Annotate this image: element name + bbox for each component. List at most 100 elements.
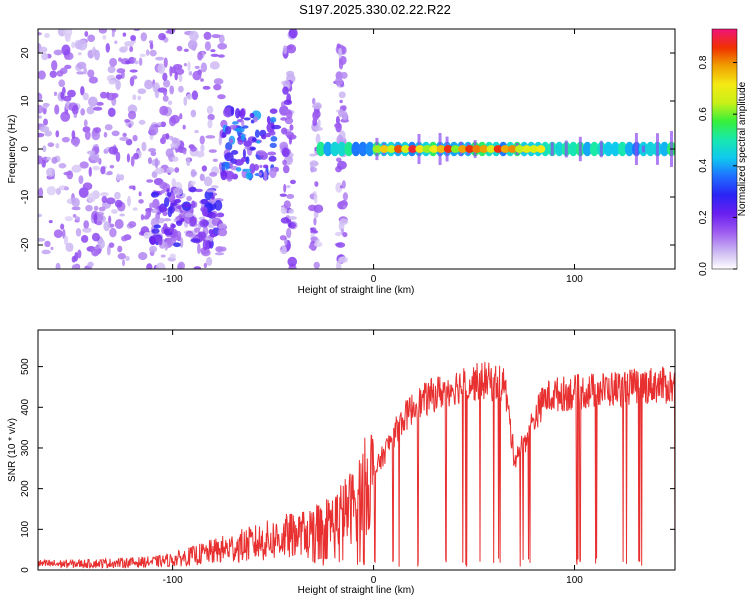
heatmap-cell [190,238,201,243]
snr-ylabel: SNR (10 * v/v) [7,418,18,482]
heatmap-cell [93,205,99,211]
heatmap-cell [55,187,62,195]
heatmap-cell [160,121,167,128]
heatmap-cell [73,113,78,118]
heatmap-cell [599,140,603,158]
heatmap-cell [114,40,118,44]
heatmap-cell [47,142,55,148]
heatmap-cell [165,30,172,34]
heatmap-cell [169,85,175,95]
heatmap-cell [39,46,48,53]
heatmap-cell [313,261,320,269]
snr-frame [37,329,676,571]
heatmap-cell [338,91,346,99]
heatmap-cell [84,31,89,37]
heatmap-cell [127,195,131,207]
heatmap-cell [217,228,228,237]
heatmap-cell [200,247,210,255]
heatmap-cell [63,235,69,246]
heatmap-cell [335,157,342,163]
heatmap-cell [84,130,91,141]
heatmap-cell [253,163,260,171]
heatmap-cell [95,157,101,163]
heatmap-cell [603,141,613,157]
heatmap-cell [93,127,102,134]
heatmap-cell [122,32,127,37]
heatmap-cell [53,91,58,96]
heatmap-cell [178,72,183,83]
heatmap-cell [109,227,117,238]
heatmap-cell [206,105,214,115]
heatmap-cell [443,145,453,153]
heatmap-cell [225,125,232,135]
heatmap-cell [204,235,214,242]
heatmap-cell [338,109,345,118]
heatmap-cell [133,152,140,160]
heatmap-cell [87,261,94,268]
heatmap-cell [163,79,171,88]
heatmap-cell [288,136,292,145]
heatmap-cell [415,145,425,153]
heatmap-cell [137,95,142,101]
heatmap-cell [182,149,187,155]
heatmap-cell [221,131,227,138]
heatmap-cell [379,145,389,153]
heatmap-cell [174,198,182,204]
heatmap-cell [209,172,218,177]
heatmap-cell [220,170,228,181]
heatmap-cell [166,192,172,197]
heatmap-cell [315,126,323,131]
heatmap-cell [133,57,137,62]
heatmap-cell [100,91,108,99]
heatmap-cell [170,114,180,124]
snr-panel: -100 0 100 0 100 200 300 400 500 Height of stra… [7,329,676,596]
heatmap-cell [351,141,361,157]
y-tick-label: 300 [20,439,31,456]
spectrogram-ylabel: Frequency (Hz) [7,115,18,184]
heatmap-cell [243,117,251,121]
heatmap-cell [169,226,175,233]
heatmap-cell [100,192,109,197]
heatmap-cell [150,208,159,214]
heatmap-cell [256,140,261,144]
heatmap-cell [200,198,209,205]
heatmap-cell [239,108,245,120]
heatmap-cell [254,129,260,138]
heatmap-cell [130,155,135,167]
heatmap-cell [172,187,183,196]
heatmap-cell [189,30,199,42]
heatmap-cell [479,145,489,153]
heatmap-cell [617,141,627,157]
y-tick-label: 500 [20,358,31,375]
heatmap-cell [123,45,128,52]
y-tick-label: 0 [20,567,31,573]
heatmap-cell [213,83,222,91]
heatmap-cell [330,141,340,157]
heatmap-cell [219,246,227,252]
heatmap-cell [214,199,223,211]
heatmap-cell [132,185,136,191]
heatmap-cell [128,221,137,228]
heatmap-cell [186,157,191,167]
colorbar-tick-label: 0.2 [698,210,709,224]
heatmap-cell [100,166,106,175]
heatmap-cell [108,146,119,155]
heatmap-cell [283,99,293,106]
x-tick-label: 0 [371,575,377,586]
heatmap-cell [74,251,79,262]
heatmap-cell [336,260,342,269]
heatmap-cell [493,145,503,153]
heatmap-cell [149,49,157,57]
heatmap-cell [286,185,291,189]
heatmap-cell [88,76,99,84]
heatmap-cell [578,136,582,162]
heatmap-cell [210,53,219,57]
heatmap-cell [76,71,85,75]
heatmap-cell [235,107,241,119]
heatmap-cell [344,141,354,157]
heatmap-cell [72,213,77,218]
heatmap-cell [209,197,216,205]
heatmap-cell [88,166,92,177]
heatmap-cell [162,87,168,96]
heatmap-cell [92,165,101,171]
